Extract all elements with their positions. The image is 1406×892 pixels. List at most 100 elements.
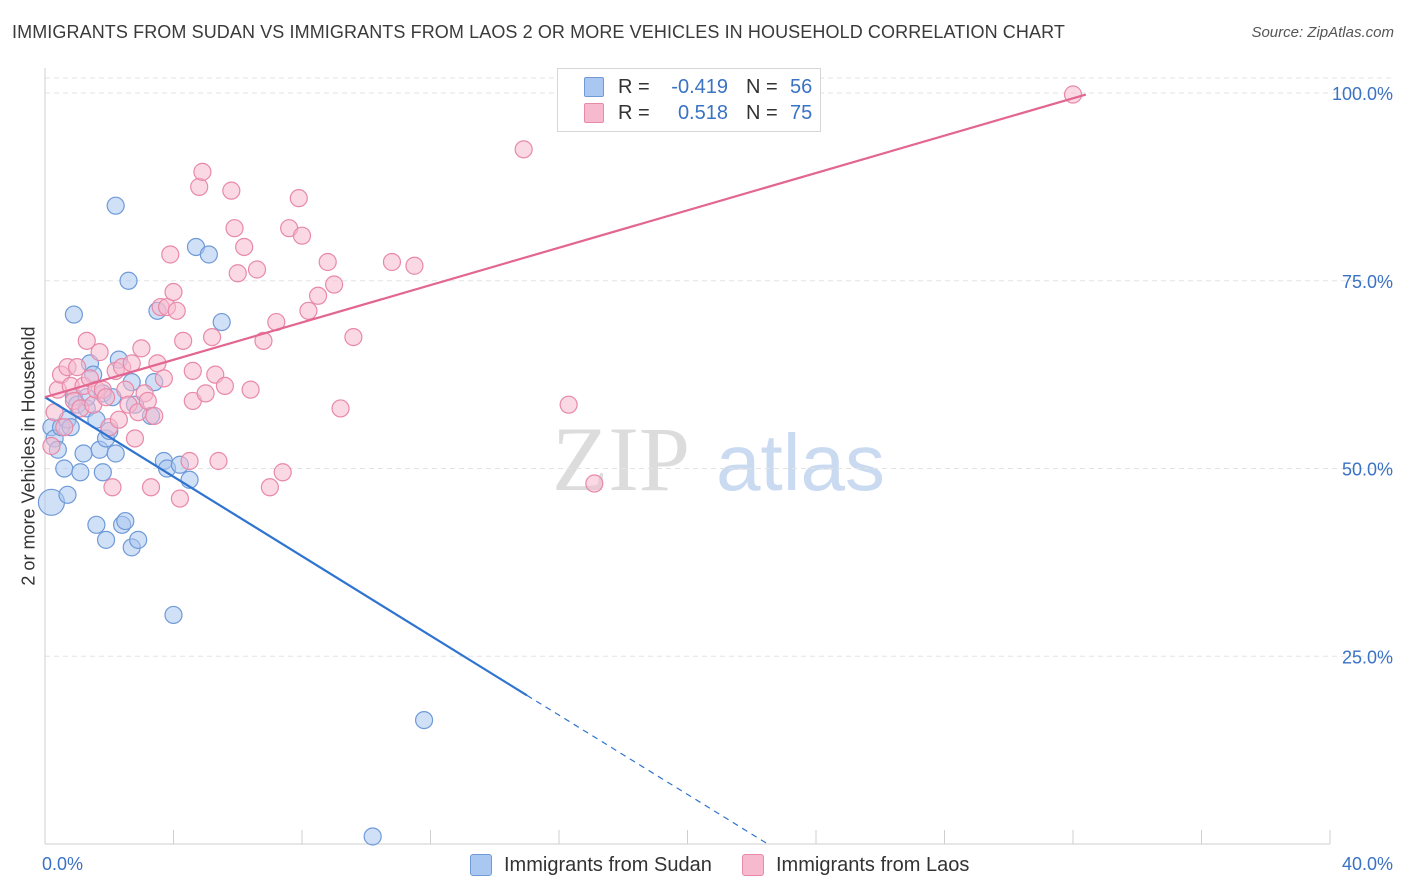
point-laos: [138, 391, 157, 411]
bottom-legend-label-laos: Immigrants from Laos: [776, 853, 970, 876]
y-tick-label: 100.0%: [1332, 84, 1393, 104]
point-laos: [154, 369, 173, 388]
point-laos: [514, 140, 533, 159]
point-laos: [77, 331, 96, 350]
legend-row-sudan: R = -0.419 N = 56: [584, 74, 812, 100]
legend-n-label: N =: [746, 101, 778, 124]
point-laos: [170, 489, 190, 508]
point-laos: [254, 331, 273, 350]
point-sudan: [199, 245, 218, 264]
point-sudan: [74, 444, 93, 463]
legend-r-value-sudan: -0.419: [671, 75, 728, 98]
point-laos: [167, 301, 186, 320]
point-laos: [228, 264, 247, 283]
point-laos: [161, 245, 180, 264]
x-tick-label-max: 40.0%: [1342, 854, 1393, 874]
chart-title: IMMIGRANTS FROM SUDAN VS IMMIGRANTS FROM…: [12, 22, 1065, 42]
point-laos: [382, 252, 402, 272]
bottom-legend-label-sudan: Immigrants from Sudan: [504, 853, 712, 876]
point-sudan: [414, 710, 434, 730]
point-laos: [289, 189, 308, 208]
point-sudan: [71, 463, 90, 482]
point-laos: [235, 237, 254, 257]
point-laos: [109, 410, 128, 429]
watermark: ZIP atlas: [552, 408, 885, 510]
point-sudan: [93, 463, 112, 482]
trend-line-sudan-extrapolated: [526, 694, 769, 845]
point-sudan: [129, 530, 148, 549]
y-tick-label: 75.0%: [1342, 272, 1393, 292]
legend-row-laos: R = 0.518 N = 75: [584, 100, 812, 126]
point-sudan: [119, 271, 138, 290]
point-laos: [273, 463, 292, 482]
point-laos: [222, 181, 241, 200]
point-laos: [325, 275, 344, 294]
grid: [45, 77, 1392, 657]
bottom-legend-swatch-laos: [742, 854, 764, 876]
point-laos: [183, 361, 202, 380]
trend-line-laos: [44, 93, 1087, 399]
bottom-legend-laos: Immigrants from Laos: [742, 852, 969, 878]
point-laos: [116, 380, 135, 399]
point-sudan: [96, 530, 116, 549]
point-laos: [141, 478, 161, 497]
point-laos: [125, 429, 145, 448]
legend-swatch-sudan: [584, 77, 604, 97]
x-tick-label-min: 0.0%: [42, 854, 83, 874]
legend-n-label: N =: [746, 75, 778, 98]
point-laos: [405, 256, 424, 275]
point-laos: [193, 162, 212, 181]
point-sudan: [164, 605, 183, 625]
legend-n-value-laos: 75: [790, 101, 813, 124]
trend-line-sudan: [44, 396, 528, 697]
trend-lines: [44, 93, 1087, 845]
point-laos: [559, 395, 578, 414]
point-laos: [299, 301, 318, 320]
point-sudan: [106, 196, 125, 215]
point-laos: [174, 331, 193, 350]
point-laos: [196, 384, 215, 403]
point-laos: [202, 327, 222, 347]
point-laos: [247, 260, 267, 279]
point-sudan: [58, 485, 77, 504]
point-laos: [55, 418, 74, 437]
point-sudan: [212, 312, 231, 332]
legend: R = -0.419 N = 56 R = 0.518 N = 75: [557, 68, 821, 132]
point-laos: [164, 282, 183, 302]
legend-r-value-laos: 0.518: [677, 101, 728, 124]
point-sudan: [64, 305, 84, 324]
point-sudan: [106, 444, 125, 463]
point-laos: [68, 358, 87, 377]
legend-swatch-laos: [584, 103, 604, 123]
point-laos: [132, 339, 151, 358]
point-laos: [241, 380, 260, 399]
axes: [44, 68, 1331, 845]
legend-r-label: R =: [618, 101, 650, 124]
scatter-points: [37, 85, 1083, 846]
point-laos: [96, 388, 116, 407]
point-laos: [344, 327, 363, 347]
point-laos: [225, 219, 244, 238]
point-laos: [145, 406, 164, 426]
point-laos: [215, 376, 234, 396]
point-laos: [292, 226, 312, 245]
point-laos: [103, 478, 122, 497]
watermark-atlas: atlas: [716, 418, 885, 507]
point-sudan: [55, 459, 74, 478]
point-laos: [42, 436, 61, 456]
legend-r-label: R =: [618, 75, 650, 98]
tick-labels: 25.0% 50.0% 75.0% 100.0% 0.0% 40.0%: [42, 84, 1393, 874]
point-laos: [260, 478, 279, 497]
y-tick-label: 50.0%: [1342, 460, 1393, 480]
point-sudan: [363, 827, 382, 846]
chart-source: Source: ZipAtlas.com: [1251, 24, 1394, 41]
point-sudan: [87, 515, 106, 534]
point-laos: [209, 451, 228, 471]
legend-n-value-sudan: 56: [790, 75, 813, 98]
watermark-zip: ZIP: [552, 408, 690, 510]
point-laos: [90, 343, 109, 362]
point-sudan: [116, 511, 135, 531]
y-tick-label: 25.0%: [1342, 647, 1393, 667]
point-laos: [180, 451, 199, 471]
